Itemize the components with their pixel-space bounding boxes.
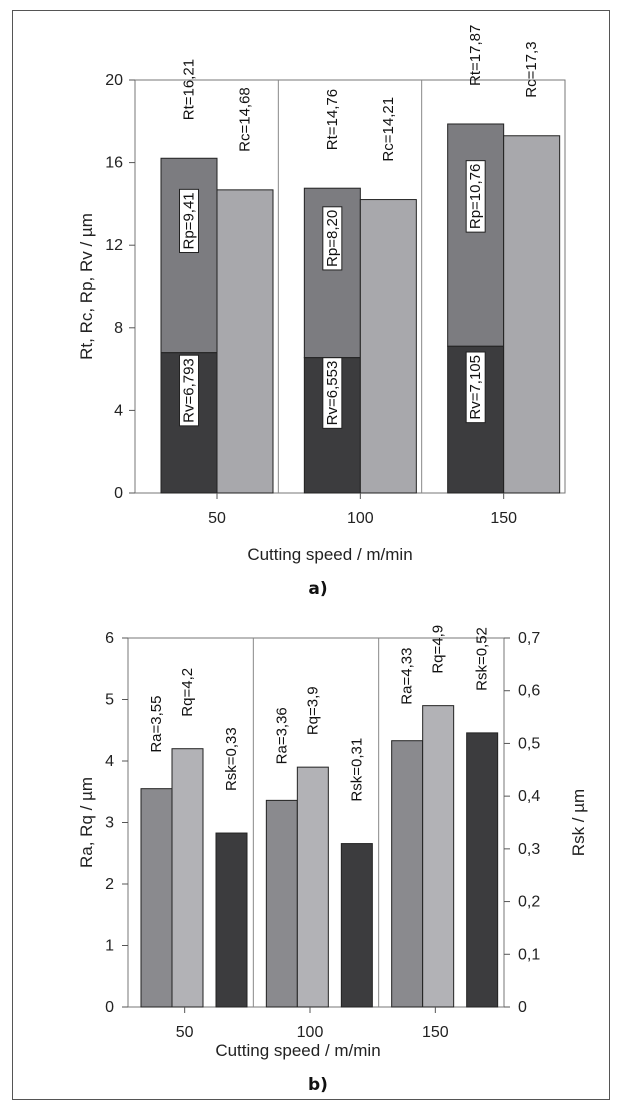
data-label-rq: Rq=4,9 bbox=[430, 625, 447, 674]
y-tick-label: 2 bbox=[105, 876, 114, 893]
data-label-rt: Rt=14,76 bbox=[324, 89, 341, 150]
bar-rp bbox=[447, 123, 505, 347]
data-label-rp-box bbox=[179, 188, 199, 253]
data-label-rv: Rv=7,105 bbox=[467, 355, 484, 420]
y-right-tick-label: 0,7 bbox=[518, 630, 540, 647]
bar-ra bbox=[265, 799, 298, 1008]
y-right-tick-label: 0,6 bbox=[518, 683, 540, 700]
y-tick-label: 0 bbox=[105, 999, 114, 1016]
data-label-rv-box bbox=[179, 354, 199, 427]
figure-frame bbox=[12, 10, 610, 1100]
panel-label-a: a) bbox=[308, 579, 327, 599]
y-tick-label: 4 bbox=[105, 753, 114, 770]
data-label-rp: Rp=9,41 bbox=[181, 192, 198, 249]
data-label-rp: Rp=10,76 bbox=[467, 164, 484, 229]
x-axis-title: Cutting speed / m/min bbox=[247, 545, 412, 564]
bar-rsk bbox=[215, 832, 248, 1008]
data-label-rv-box bbox=[465, 351, 486, 424]
bar-rsk bbox=[466, 732, 499, 1008]
y-right-tick-label: 0,3 bbox=[518, 841, 540, 858]
y-tick-label: 12 bbox=[105, 237, 123, 254]
y-right-tick-label: 0,4 bbox=[518, 788, 540, 805]
x-tick-label: 100 bbox=[297, 1024, 324, 1041]
y-right-axis-title: Rsk / µm bbox=[569, 789, 588, 856]
data-label-ra: Ra=3,36 bbox=[273, 707, 290, 764]
data-label-rq: Rq=4,2 bbox=[179, 668, 196, 717]
data-label-rv-box bbox=[322, 357, 343, 429]
bar-rc bbox=[359, 199, 417, 494]
bar-rc bbox=[503, 135, 561, 494]
chart-a: 0 4 8 12 16 20 Rt, Rc, Rp, Rv / µm Rv=6,793 Rp=9… bbox=[77, 25, 566, 599]
bar-rq bbox=[171, 748, 204, 1008]
data-label-rc: Rc=14,21 bbox=[380, 97, 397, 162]
y-right-tick-label: 0 bbox=[518, 999, 527, 1016]
bar-rp bbox=[160, 157, 218, 354]
y-tick-label: 3 bbox=[105, 815, 114, 832]
x-axis-title: Cutting speed / m/min bbox=[215, 1041, 380, 1060]
y-right-tick-label: 0,5 bbox=[518, 735, 540, 752]
y-tick-label: 6 bbox=[105, 630, 114, 647]
data-label-rsk: Rsk=0,52 bbox=[474, 627, 491, 691]
bar-ra bbox=[391, 740, 424, 1008]
data-label-rsk: Rsk=0,31 bbox=[348, 738, 365, 802]
data-label-rt: Rt=16,21 bbox=[181, 59, 198, 120]
y-axis-title: Ra, Rq / µm bbox=[77, 777, 96, 868]
bar-rc bbox=[216, 189, 274, 494]
y-right-tick-label: 0,2 bbox=[518, 894, 540, 911]
x-tick-label: 100 bbox=[347, 510, 374, 527]
y-tick-label: 0 bbox=[114, 485, 123, 502]
data-label-rp: Rp=8,20 bbox=[324, 210, 341, 267]
y-tick-label: 20 bbox=[105, 72, 123, 89]
chart-b: 0 1 2 3 4 5 6 0 0,1 0,2 0,3 0,4 0,5 0,6 0,7 Ra, Rq / µm… bbox=[77, 625, 588, 1095]
x-tick-label: 150 bbox=[422, 1024, 449, 1041]
y-tick-label: 8 bbox=[114, 320, 123, 337]
data-label-ra: Ra=3,55 bbox=[148, 696, 165, 753]
y-right-tick-label: 0,1 bbox=[518, 946, 540, 963]
data-label-rt: Rt=17,87 bbox=[467, 25, 484, 86]
data-label-rv: Rv=6,553 bbox=[324, 361, 341, 426]
y-tick-label: 4 bbox=[114, 402, 123, 419]
bar-ra bbox=[140, 788, 173, 1008]
y-tick-label: 1 bbox=[105, 938, 114, 955]
y-tick-label: 5 bbox=[105, 692, 114, 709]
data-label-ra: Ra=4,33 bbox=[399, 648, 416, 705]
bar-rq bbox=[422, 705, 455, 1008]
data-label-rp-box bbox=[322, 206, 343, 271]
bar-rq bbox=[296, 766, 329, 1008]
bar-rsk bbox=[340, 843, 373, 1008]
x-tick-label: 150 bbox=[490, 510, 517, 527]
data-label-rq: Rq=3,9 bbox=[304, 686, 321, 735]
data-label-rc: Rc=14,68 bbox=[237, 87, 254, 152]
panel-label-b: b) bbox=[308, 1075, 328, 1095]
data-label-rc: Rc=17,3 bbox=[523, 41, 540, 97]
data-label-rsk: Rsk=0,33 bbox=[223, 727, 240, 791]
data-label-rv: Rv=6,793 bbox=[181, 358, 198, 423]
y-axis-title: Rt, Rc, Rp, Rv / µm bbox=[77, 213, 96, 360]
x-tick-label: 50 bbox=[176, 1024, 194, 1041]
y-tick-label: 16 bbox=[105, 155, 123, 172]
x-tick-label: 50 bbox=[208, 510, 226, 527]
data-label-rp-box bbox=[465, 160, 486, 233]
